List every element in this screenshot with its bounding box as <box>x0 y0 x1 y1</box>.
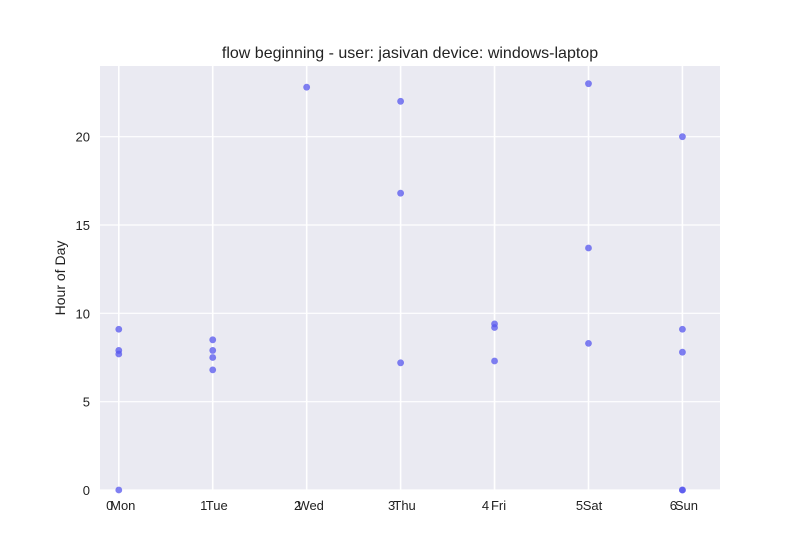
x-tick-day-label: Sun <box>675 498 698 513</box>
y-tick-label: 15 <box>76 218 90 233</box>
scatter-point <box>679 486 686 494</box>
x-tick-day-label: Wed <box>297 498 324 513</box>
scatter-point <box>115 350 123 358</box>
scatter-point <box>115 325 123 333</box>
scatter-point <box>115 486 123 494</box>
scatter-point <box>679 348 686 356</box>
x-tick-label: 6 <box>670 498 677 513</box>
points-layer <box>115 80 686 494</box>
x-tick-day-label: Mon <box>110 498 135 513</box>
x-tick-day-label: Tue <box>206 498 228 513</box>
y-tick-labels: 0 5 10 15 20 <box>76 130 90 498</box>
x-tick-label: 2 <box>294 498 301 513</box>
scatter-point <box>209 336 217 344</box>
x-tick-day-label: Fri <box>491 498 506 513</box>
y-tick-label: 0 <box>83 483 90 498</box>
y-axis-label: Hour of Day <box>52 241 68 316</box>
x-tick-label: 1 <box>200 498 207 513</box>
scatter-point <box>397 359 405 367</box>
scatter-point <box>585 80 592 88</box>
scatter-point <box>491 324 498 331</box>
scatter-point <box>679 133 686 141</box>
scatter-point <box>209 347 217 354</box>
scatter-point <box>585 339 592 347</box>
y-tick-label: 10 <box>76 306 90 321</box>
chart-title: flow beginning - user: jasivan device: w… <box>222 45 598 62</box>
scatter-point <box>303 83 311 91</box>
y-tick-label: 20 <box>76 130 90 145</box>
y-tick-label: 5 <box>83 395 90 410</box>
scatter-point <box>209 354 217 361</box>
scatter-point <box>585 244 592 252</box>
scatter-point <box>491 357 498 365</box>
scatter-point <box>679 325 686 333</box>
x-tick-label: 4 <box>482 498 489 513</box>
x-tick-day-label: Sat <box>583 498 603 513</box>
plot-background <box>100 66 720 490</box>
x-tick-label: 0 <box>106 498 113 513</box>
x-tick-label: 3 <box>388 498 395 513</box>
scatter-point <box>397 189 405 197</box>
scatter-point <box>397 97 405 105</box>
x-tick-day-label: Thu <box>393 498 415 513</box>
x-tick-label: 5 <box>576 498 583 513</box>
scatter-point <box>209 366 217 374</box>
